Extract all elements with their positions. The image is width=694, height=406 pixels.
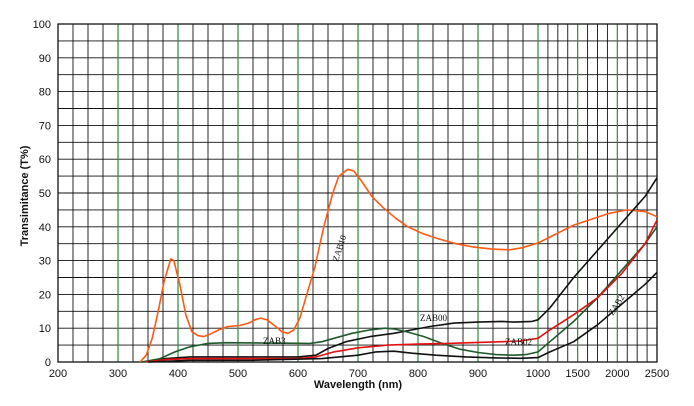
y-tick-label: 80 — [39, 87, 51, 99]
series-label-zab02: ZAB02 — [505, 337, 532, 347]
x-tick-label: 200 — [49, 368, 67, 380]
grid — [57, 23, 658, 363]
x-tick-label: 2500 — [645, 368, 669, 380]
y-tick-label: 90 — [39, 53, 51, 65]
series-line-zab02 — [144, 219, 658, 363]
series-line-zab3 — [141, 226, 658, 363]
x-tick-label: 700 — [349, 368, 367, 380]
y-tick-label: 10 — [39, 323, 51, 335]
x-tick-label: 2000 — [605, 368, 629, 380]
y-tick-label: 40 — [39, 222, 51, 234]
y-axis-title: Transimitance (T%) — [19, 145, 31, 246]
x-tick-label: 1000 — [526, 368, 550, 380]
tick-labels: 0 10 20 30 40 50 60 70 80 90 100 200 300 400 500 600 700… — [33, 19, 670, 380]
series-label-zab10: ZAB10 — [330, 233, 348, 262]
x-tick-label: 800 — [409, 368, 427, 380]
series-label-zab00: ZAB00 — [420, 313, 448, 323]
series-label-zab3: ZAB3 — [263, 336, 286, 346]
y-tick-label: 100 — [33, 19, 51, 31]
y-tick-label: 20 — [39, 289, 51, 301]
series-line-zab2 — [147, 271, 658, 363]
y-tick-label: 60 — [39, 154, 51, 166]
series-label-zab2: ZAB2 — [606, 293, 626, 317]
y-tick-label: 50 — [39, 188, 51, 200]
x-tick-label: 600 — [289, 368, 307, 380]
series-lines — [139, 168, 658, 363]
y-tick-label: 0 — [45, 357, 51, 369]
y-tick-label: 30 — [39, 256, 51, 268]
x-tick-label: 300 — [109, 368, 127, 380]
series-labels: ZAB10 ZAB00 ZAB3 ZAB02 ZAB2 — [263, 233, 627, 347]
x-tick-label: 400 — [169, 368, 187, 380]
y-tick-label: 70 — [39, 120, 51, 132]
plot-frame — [57, 23, 658, 363]
x-axis-title: Wavelength (nm) — [314, 379, 403, 391]
series-line-zab00 — [141, 177, 658, 363]
x-tick-label: 1500 — [565, 368, 589, 380]
series-line-zab10 — [139, 168, 658, 363]
x-tick-label: 900 — [469, 368, 487, 380]
x-tick-label: 500 — [229, 368, 247, 380]
